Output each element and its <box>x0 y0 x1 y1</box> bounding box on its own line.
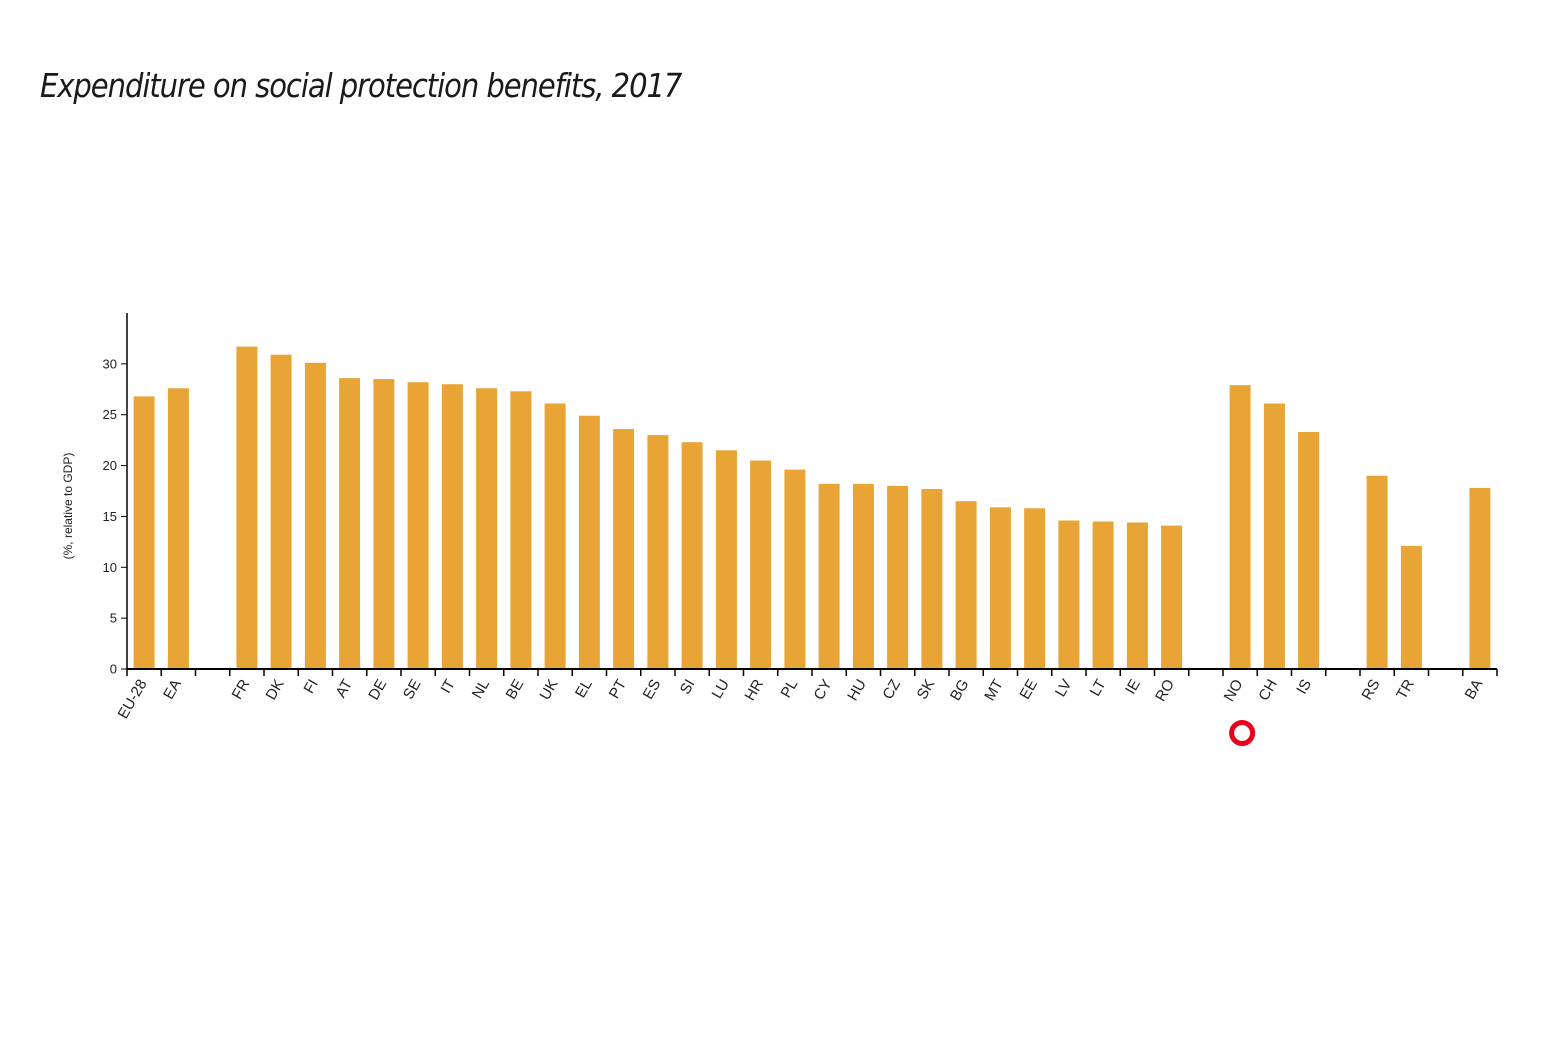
bar-hu <box>852 483 874 669</box>
y-axis-title: (%, relative to GDP) <box>61 453 75 560</box>
x-tick-label-ie: IE <box>1122 677 1144 698</box>
bar-it <box>441 384 463 669</box>
y-tick-label: 15 <box>103 509 117 524</box>
x-tick-label-uk: UK <box>536 677 561 704</box>
bar-de <box>373 379 395 669</box>
bar-ba <box>1469 487 1491 669</box>
x-tick-label-no: NO <box>1221 677 1247 705</box>
x-tick-label-pt: PT <box>606 677 630 702</box>
x-tick-label-hr: HR <box>742 676 768 703</box>
x-tick-label-se: SE <box>400 677 425 703</box>
bar-lt <box>1092 521 1114 669</box>
bar-hr <box>750 460 772 669</box>
x-tick-label-el: EL <box>572 677 596 701</box>
x-tick-label-ba: BA <box>1462 677 1487 703</box>
x-tick-label-mt: MT <box>981 677 1007 704</box>
x-tick-label-rs: RS <box>1358 677 1383 704</box>
x-tick-label-ch: CH <box>1255 677 1281 704</box>
y-tick-label: 20 <box>103 458 117 473</box>
x-tick-label-tr: TR <box>1393 676 1418 702</box>
x-tick-label-fi: FI <box>300 677 321 697</box>
x-tick-label-hu: HU <box>844 677 870 704</box>
x-tick-label-eu-28: EU-28 <box>115 677 151 722</box>
bar-no <box>1229 385 1251 669</box>
bar-cy <box>818 483 840 669</box>
y-tick-label: 10 <box>103 560 117 575</box>
x-tick-label-si: SI <box>677 677 699 698</box>
bar-uk <box>544 403 566 669</box>
x-tick-label-be: BE <box>503 677 528 703</box>
bar-ro <box>1161 525 1183 669</box>
bar-se <box>407 382 429 669</box>
x-tick-label-fr: FR <box>229 676 254 702</box>
bar-fr <box>236 346 258 669</box>
y-axis: 0 5 10 15 20 25 30 <box>103 313 128 677</box>
x-tick-label-at: AT <box>332 677 356 701</box>
x-tick-label-sk: SK <box>914 677 939 703</box>
y-tick-label: 30 <box>103 356 117 371</box>
x-tick-label-lt: LT <box>1087 677 1110 700</box>
bar-nl <box>476 388 498 669</box>
bars-group <box>133 346 1491 669</box>
bar-ee <box>1024 508 1046 669</box>
bar-eu-28 <box>133 396 155 669</box>
x-tick-label-es: ES <box>640 677 665 703</box>
bar-is <box>1298 432 1320 669</box>
bar-at <box>339 378 361 669</box>
bar-es <box>647 435 669 669</box>
x-tick-label-de: DE <box>365 677 390 704</box>
bar-cz <box>887 485 909 669</box>
bar-si <box>681 442 703 669</box>
bar-bg <box>955 501 977 669</box>
bar-pt <box>613 429 635 669</box>
x-tick-label-ro: RO <box>1152 677 1178 705</box>
bar-ea <box>167 388 189 669</box>
bar-be <box>510 391 532 669</box>
x-tick-label-cz: CZ <box>879 677 904 703</box>
chart-title: Expenditure on social protection benefit… <box>40 66 682 105</box>
x-tick-label-ee: EE <box>1016 677 1041 703</box>
bar-fi <box>304 362 326 669</box>
bar-el <box>578 415 600 669</box>
x-tick-label-cy: CY <box>810 677 835 704</box>
x-tick-label-dk: DK <box>262 677 287 704</box>
x-tick-label-pl: PL <box>777 677 801 701</box>
y-tick-label: 25 <box>103 407 117 422</box>
x-tick-label-lu: LU <box>709 677 733 702</box>
y-tick-label: 5 <box>110 611 117 626</box>
red-circle-marker <box>1229 720 1256 746</box>
x-tick-label-bg: BG <box>947 677 973 704</box>
x-tick-label-nl: NL <box>469 677 493 702</box>
bar-sk <box>921 489 943 669</box>
bar-lv <box>1058 520 1080 669</box>
bar-ch <box>1263 403 1285 669</box>
bar-tr <box>1400 545 1422 669</box>
bar-dk <box>270 354 292 669</box>
x-tick-label-it: IT <box>437 677 458 697</box>
y-tick-label: 0 <box>110 662 117 677</box>
x-tick-label-lv: LV <box>1052 677 1075 700</box>
bar-mt <box>989 507 1011 669</box>
x-tick-label-ea: EA <box>160 677 185 703</box>
x-tick-label-is: IS <box>1293 677 1315 698</box>
bar-lu <box>715 450 737 669</box>
bar-pl <box>784 469 806 669</box>
bar-rs <box>1366 475 1388 669</box>
bar-ie <box>1126 522 1148 669</box>
x-axis: EU-28 EA FR DK FI AT DE SE IT NL BE UK EL PT ES SI LU HR P… <box>115 668 1498 722</box>
